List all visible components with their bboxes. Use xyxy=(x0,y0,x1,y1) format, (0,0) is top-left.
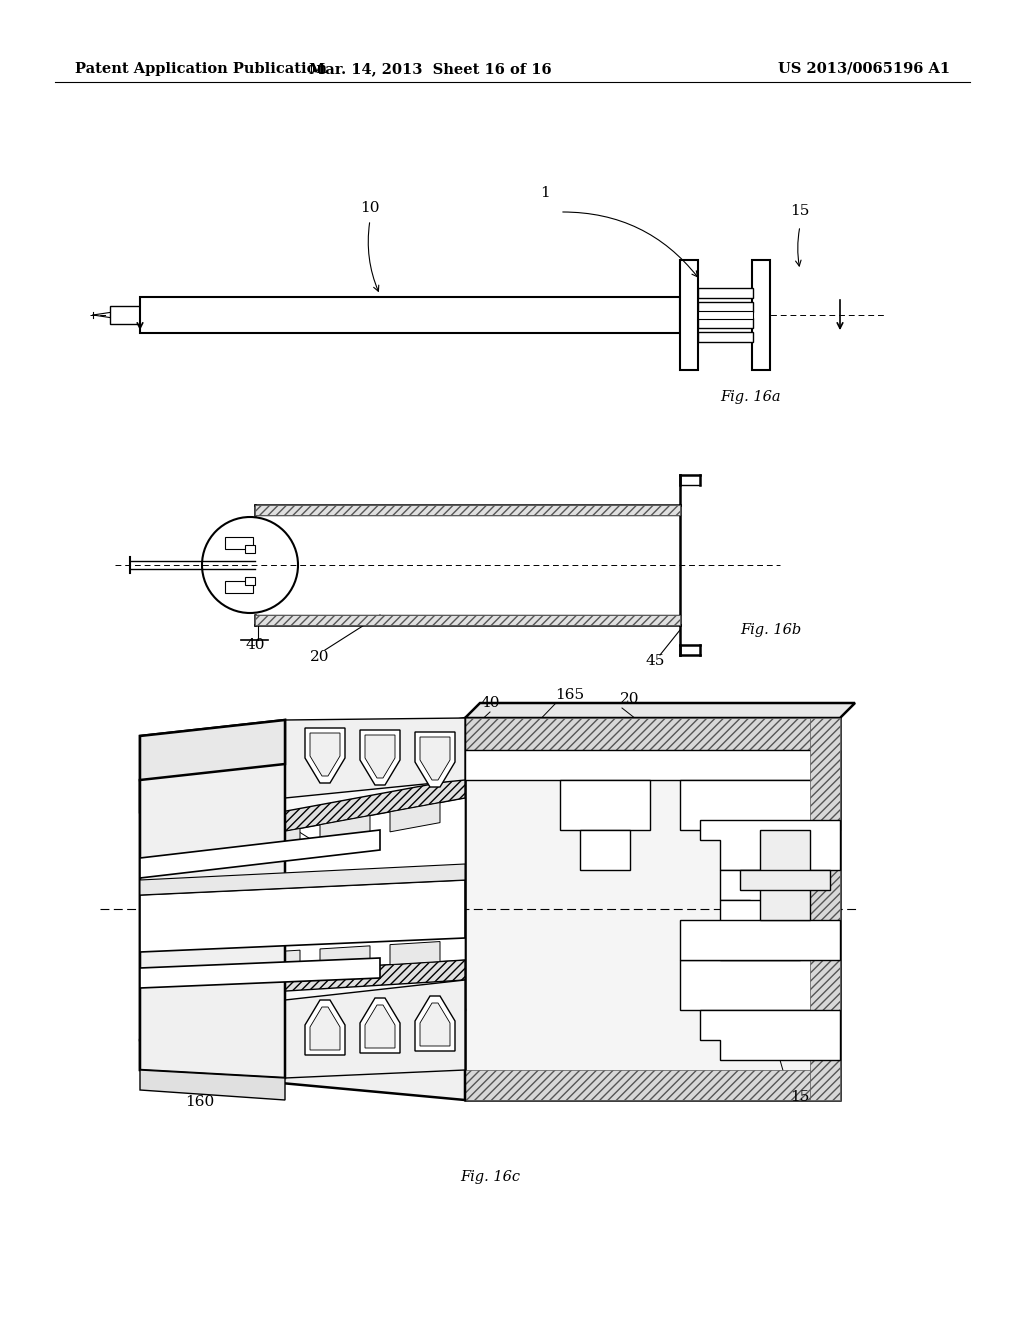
Polygon shape xyxy=(310,733,340,776)
Polygon shape xyxy=(720,870,800,920)
Polygon shape xyxy=(140,1071,285,1100)
Polygon shape xyxy=(465,718,840,1100)
Polygon shape xyxy=(700,1010,840,1060)
Polygon shape xyxy=(140,960,465,1001)
Polygon shape xyxy=(365,735,395,777)
Bar xyxy=(245,577,255,585)
Bar xyxy=(698,312,753,319)
Polygon shape xyxy=(465,704,855,718)
Polygon shape xyxy=(360,998,400,1053)
Polygon shape xyxy=(365,1005,395,1048)
Polygon shape xyxy=(465,1071,840,1100)
Text: 15': 15' xyxy=(790,1090,813,1104)
Text: 10: 10 xyxy=(360,201,380,215)
Bar xyxy=(255,615,680,624)
Bar xyxy=(680,260,698,370)
Polygon shape xyxy=(680,960,840,1010)
Text: 45: 45 xyxy=(645,653,665,668)
Polygon shape xyxy=(180,954,230,978)
Polygon shape xyxy=(760,830,810,920)
Polygon shape xyxy=(680,780,840,830)
Text: 40: 40 xyxy=(480,696,500,710)
Bar xyxy=(752,260,770,370)
Bar xyxy=(140,297,680,333)
Polygon shape xyxy=(140,718,465,812)
Bar xyxy=(255,506,680,515)
Polygon shape xyxy=(285,718,465,799)
Text: 40: 40 xyxy=(246,638,265,652)
Polygon shape xyxy=(700,820,840,870)
Bar xyxy=(698,318,753,327)
Polygon shape xyxy=(390,803,440,832)
Polygon shape xyxy=(465,718,840,750)
Polygon shape xyxy=(285,979,465,1078)
Polygon shape xyxy=(390,941,440,965)
Text: Mar. 14, 2013  Sheet 16 of 16: Mar. 14, 2013 Sheet 16 of 16 xyxy=(308,62,551,77)
Polygon shape xyxy=(319,946,370,969)
Text: Fig. 16b: Fig. 16b xyxy=(740,623,801,638)
Bar xyxy=(698,302,753,312)
Bar xyxy=(698,333,753,342)
Polygon shape xyxy=(140,865,465,895)
Polygon shape xyxy=(720,900,800,960)
Text: 20: 20 xyxy=(620,692,640,706)
Polygon shape xyxy=(415,733,455,787)
Polygon shape xyxy=(140,958,380,987)
Polygon shape xyxy=(140,880,465,952)
Polygon shape xyxy=(420,1003,450,1045)
Polygon shape xyxy=(465,750,840,780)
Text: US 2013/0065196 A1: US 2013/0065196 A1 xyxy=(778,62,950,77)
Polygon shape xyxy=(140,719,285,780)
Polygon shape xyxy=(140,830,380,878)
Polygon shape xyxy=(140,799,465,979)
Text: 155: 155 xyxy=(256,808,285,822)
Text: 165: 165 xyxy=(555,688,584,702)
Polygon shape xyxy=(740,870,830,890)
Polygon shape xyxy=(180,841,230,871)
Bar xyxy=(698,288,753,298)
Polygon shape xyxy=(420,737,450,780)
Polygon shape xyxy=(680,920,840,960)
Text: 15: 15 xyxy=(790,205,809,218)
Text: Fig. 16a: Fig. 16a xyxy=(720,389,780,404)
Polygon shape xyxy=(310,1007,340,1049)
Polygon shape xyxy=(250,829,300,858)
Polygon shape xyxy=(140,1010,465,1100)
Text: 160: 160 xyxy=(185,1096,214,1109)
Polygon shape xyxy=(140,777,465,858)
Polygon shape xyxy=(140,750,465,1040)
Text: 20: 20 xyxy=(310,649,330,664)
Polygon shape xyxy=(560,780,650,830)
Polygon shape xyxy=(140,719,285,1078)
Bar xyxy=(245,545,255,553)
Polygon shape xyxy=(305,1001,345,1055)
Text: Patent Application Publication: Patent Application Publication xyxy=(75,62,327,77)
Polygon shape xyxy=(305,729,345,783)
Bar xyxy=(225,537,253,549)
Polygon shape xyxy=(810,718,840,1100)
Bar xyxy=(110,306,140,323)
Bar xyxy=(225,581,253,593)
Polygon shape xyxy=(319,816,370,845)
Text: 1: 1 xyxy=(540,186,550,201)
Polygon shape xyxy=(250,950,300,973)
Polygon shape xyxy=(360,730,400,785)
Polygon shape xyxy=(580,830,630,870)
Polygon shape xyxy=(415,997,455,1051)
Text: Fig. 16c: Fig. 16c xyxy=(460,1170,520,1184)
